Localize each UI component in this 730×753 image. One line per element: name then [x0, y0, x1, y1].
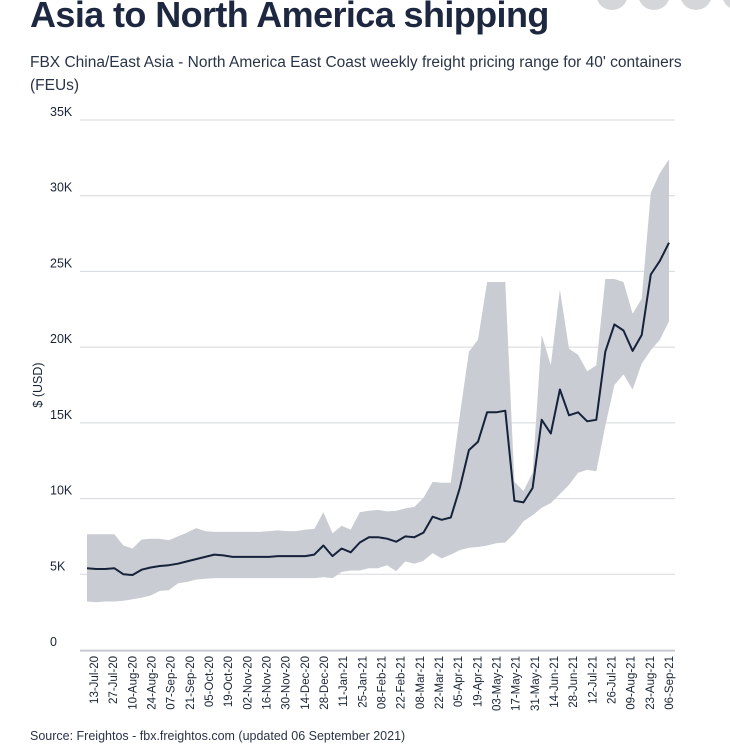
x-tick-label: 12-Jul-21 [587, 656, 599, 704]
x-tick-label: 06-Sep-21 [664, 656, 676, 710]
y-axis-label: $ (USD) [31, 362, 45, 407]
y-tick-label: 10K [50, 484, 73, 498]
x-tick-label: 16-Nov-20 [262, 656, 274, 710]
x-tick-label: 19-Oct-20 [223, 656, 235, 707]
x-tick-label: 13-Jul-20 [89, 656, 101, 704]
x-tick-label: 22-Mar-21 [434, 656, 446, 709]
y-tick-label: 15K [50, 408, 73, 422]
x-tick-label: 26-Jul-21 [607, 656, 619, 704]
x-tick-label: 02-Nov-20 [242, 656, 254, 710]
x-tick-label: 21-Sep-20 [185, 656, 197, 710]
x-tick-label: 03-May-21 [492, 656, 504, 711]
x-tick-label: 08-Feb-21 [377, 656, 389, 709]
x-tick-label: 24-Aug-20 [147, 656, 159, 710]
linkedin-icon[interactable] [722, 0, 730, 10]
y-tick-label: 5K [50, 559, 66, 573]
x-tick-label: 08-Mar-21 [415, 656, 427, 709]
x-tick-label: 17-May-21 [511, 656, 523, 711]
x-tick-label: 05-Apr-21 [453, 656, 465, 707]
twitter-icon[interactable] [680, 0, 712, 10]
chart-subtitle: FBX China/East Asia - North America East… [30, 54, 682, 94]
x-tick-label: 31-May-21 [530, 656, 542, 711]
x-tick-label: 25-Jan-21 [357, 656, 369, 708]
x-tick-label: 22-Feb-21 [396, 656, 408, 709]
link-icon[interactable] [596, 0, 628, 10]
x-tick-label: 05-Oct-20 [204, 656, 216, 707]
x-tick-label: 14-Jun-21 [549, 656, 561, 708]
y-tick-label: 30K [50, 181, 73, 195]
y-tick-label: 25K [50, 256, 73, 270]
y-tick-label: 20K [50, 332, 73, 346]
x-tick-label: 28-Dec-20 [319, 656, 331, 710]
x-tick-label: 11-Jan-21 [338, 656, 350, 707]
price-range-band [87, 159, 669, 603]
x-tick-label: 10-Aug-20 [127, 656, 139, 710]
y-tick-label: 35K [50, 105, 73, 119]
x-tick-label: 28-Jun-21 [568, 656, 580, 708]
x-tick-label: 14-Dec-20 [300, 656, 312, 710]
source-note: Source: Freightos - fbx.freightos.com (u… [30, 729, 406, 743]
chart-area: 0 5K 10K 15K 20K 25K 30K 35K 13-Jul-20 27-Jul-20 1… [31, 105, 676, 711]
x-tick-label: 19-Apr-21 [472, 656, 484, 707]
chart-title: Asia to North America shipping [30, 0, 549, 35]
y-tick-label: 0 [50, 635, 57, 649]
x-tick-label: 07-Sep-20 [166, 656, 178, 710]
x-tick-label: 09-Aug-21 [626, 656, 638, 710]
x-tick-label: 30-Nov-20 [281, 656, 293, 710]
x-tick-label: 27-Jul-20 [108, 656, 120, 704]
x-tick-label: 23-Aug-21 [645, 656, 657, 710]
price-line [86, 242, 670, 576]
facebook-icon[interactable] [638, 0, 670, 10]
